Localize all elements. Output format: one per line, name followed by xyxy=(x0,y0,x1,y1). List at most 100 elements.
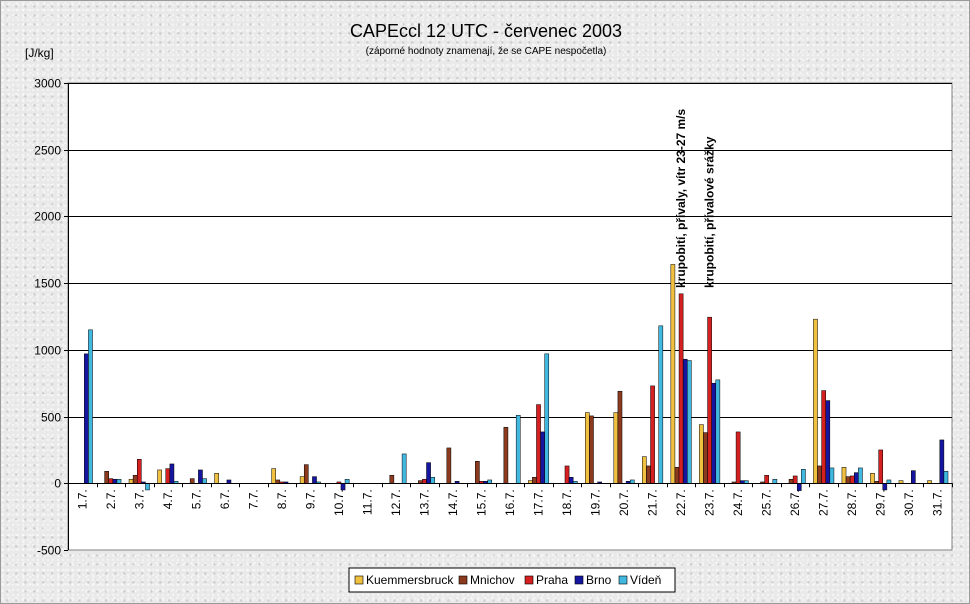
bar[interactable] xyxy=(870,473,875,484)
bar[interactable] xyxy=(853,472,859,484)
bar[interactable] xyxy=(312,476,317,484)
bar[interactable] xyxy=(817,465,822,484)
bar[interactable] xyxy=(849,475,855,484)
bar[interactable] xyxy=(299,476,305,484)
bar[interactable] xyxy=(674,467,680,484)
bar[interactable] xyxy=(886,479,892,484)
bar[interactable] xyxy=(540,431,545,484)
bar[interactable] xyxy=(650,385,655,484)
bar[interactable] xyxy=(418,480,423,484)
bar[interactable] xyxy=(788,479,794,484)
bar[interactable] xyxy=(136,459,142,484)
bar[interactable] xyxy=(813,318,818,484)
bar[interactable] xyxy=(617,390,623,484)
bar[interactable] xyxy=(687,360,692,484)
bar[interactable] xyxy=(198,469,203,484)
bar[interactable] xyxy=(796,483,802,491)
x-tick-label: 27.7. xyxy=(817,489,831,516)
bar[interactable] xyxy=(829,467,835,484)
bar[interactable] xyxy=(84,353,89,484)
bar[interactable] xyxy=(715,379,721,484)
bar[interactable] xyxy=(483,481,488,484)
bar[interactable] xyxy=(544,353,550,484)
bar[interactable] xyxy=(927,480,932,484)
bar[interactable] xyxy=(939,439,945,484)
bar[interactable] xyxy=(430,477,435,484)
bar[interactable] xyxy=(532,477,537,484)
bar[interactable] xyxy=(104,471,109,484)
bar[interactable] xyxy=(625,481,631,484)
bar[interactable] xyxy=(108,478,114,484)
bar[interactable] xyxy=(670,264,676,484)
bar[interactable] xyxy=(878,449,884,484)
bar[interactable] xyxy=(845,476,851,484)
bar[interactable] xyxy=(858,467,863,484)
bar[interactable] xyxy=(744,480,749,484)
bar[interactable] xyxy=(479,481,484,484)
bar[interactable] xyxy=(344,479,350,484)
bar[interactable] xyxy=(568,477,574,484)
bar[interactable] xyxy=(340,483,346,491)
bar[interactable] xyxy=(401,453,407,484)
bar[interactable] xyxy=(572,481,578,484)
bar[interactable] xyxy=(169,463,175,484)
bar[interactable] xyxy=(128,479,134,484)
bar[interactable] xyxy=(275,479,281,484)
bar[interactable] xyxy=(882,483,888,491)
bar[interactable] xyxy=(699,424,704,484)
bar[interactable] xyxy=(515,414,521,484)
bar[interactable] xyxy=(132,475,138,484)
bar[interactable] xyxy=(422,479,427,484)
bar[interactable] xyxy=(214,473,219,484)
bar[interactable] xyxy=(585,412,590,484)
bar[interactable] xyxy=(426,462,431,484)
legend-swatch xyxy=(618,575,628,585)
bar[interactable] xyxy=(735,431,741,484)
bar[interactable] xyxy=(772,479,778,484)
bar[interactable] xyxy=(189,478,195,484)
bar[interactable] xyxy=(739,480,745,484)
bar[interactable] xyxy=(503,426,509,484)
bar[interactable] xyxy=(536,404,541,484)
bar[interactable] xyxy=(678,293,684,484)
bar[interactable] xyxy=(446,447,452,484)
bar[interactable] xyxy=(145,483,150,491)
bar[interactable] xyxy=(658,325,664,484)
bar[interactable] xyxy=(112,479,118,484)
bar[interactable] xyxy=(874,481,879,484)
bar[interactable] xyxy=(682,358,688,484)
bar[interactable] xyxy=(703,432,708,484)
bar[interactable] xyxy=(825,400,831,484)
bar[interactable] xyxy=(173,481,179,484)
bar[interactable] xyxy=(898,480,904,484)
bar[interactable] xyxy=(202,478,207,484)
bar[interactable] xyxy=(707,316,712,484)
bar[interactable] xyxy=(764,475,769,484)
bar[interactable] xyxy=(911,470,916,484)
bar[interactable] xyxy=(711,382,717,484)
bar[interactable] xyxy=(475,461,480,484)
bar[interactable] xyxy=(165,468,171,484)
bar[interactable] xyxy=(646,465,651,484)
bar[interactable] xyxy=(116,479,122,484)
bar[interactable] xyxy=(589,415,594,484)
bar[interactable] xyxy=(454,481,460,484)
bar[interactable] xyxy=(821,390,826,484)
bar[interactable] xyxy=(841,467,847,484)
bar[interactable] xyxy=(226,479,232,484)
bar[interactable] xyxy=(792,475,798,484)
bar[interactable] xyxy=(801,469,806,484)
bar[interactable] xyxy=(642,456,647,484)
bar[interactable] xyxy=(303,464,309,484)
bar[interactable] xyxy=(389,475,395,484)
bar[interactable] xyxy=(88,329,93,484)
bar[interactable] xyxy=(943,471,949,484)
bar[interactable] xyxy=(487,479,492,484)
bar[interactable] xyxy=(271,468,276,484)
bar[interactable] xyxy=(564,465,570,484)
bar[interactable] xyxy=(528,480,533,484)
bar[interactable] xyxy=(613,412,619,484)
bar[interactable] xyxy=(157,469,162,484)
bar[interactable] xyxy=(629,479,635,484)
legend-swatch xyxy=(524,575,534,585)
